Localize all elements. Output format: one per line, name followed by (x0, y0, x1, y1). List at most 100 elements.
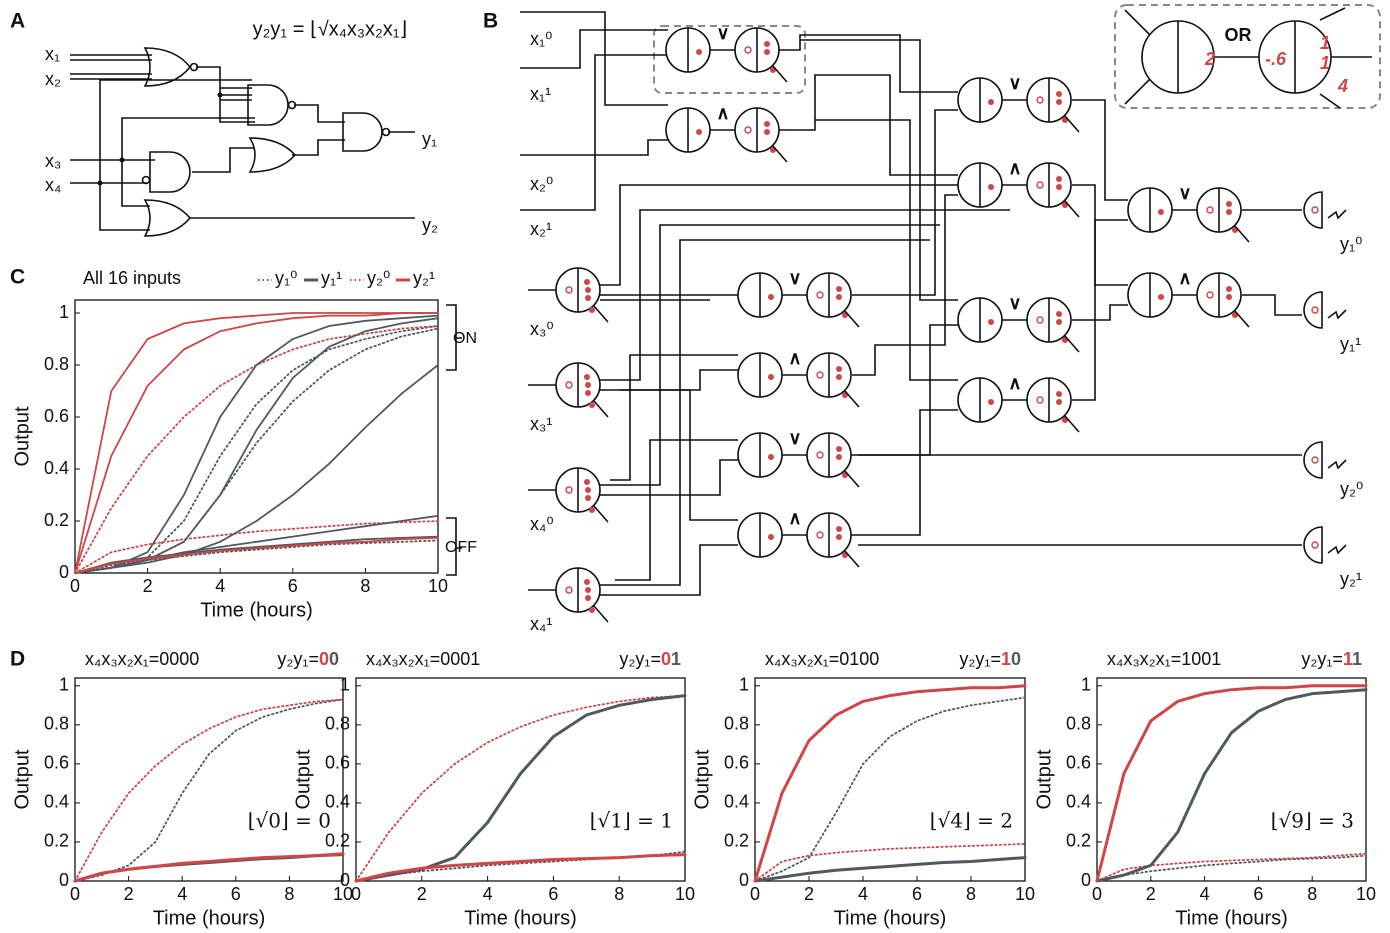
plot-frame (74, 677, 344, 882)
tail (1063, 334, 1080, 353)
result-digit: 0 (1011, 649, 1021, 669)
circuit-a: y₂y₁ = ⌊√x₄x₃x₂x₁⌋ x₁ x₂ x₃ x₄ y₁ y₂ (45, 18, 438, 237)
y-tick-label: 0 (59, 562, 69, 582)
series-line (74, 364, 439, 574)
junction (119, 157, 125, 163)
gate-symbol: ∨ (1008, 293, 1021, 313)
weight-dot (836, 534, 842, 540)
weight-dot (988, 399, 994, 405)
series-line (74, 312, 439, 574)
annotation: ⌊√4⌋ = 2 (930, 809, 1013, 833)
wire (852, 109, 958, 296)
weight-dot (1056, 391, 1062, 397)
weight-dot (1056, 184, 1062, 190)
y-tick-label: 0 (59, 870, 69, 890)
bias-dot (565, 586, 573, 594)
tail (1233, 224, 1250, 243)
result-digit: 0 (329, 649, 339, 669)
y-tick-label: 0.6 (325, 753, 350, 773)
series-line (753, 684, 1027, 883)
result-digit: 1 (1343, 649, 1353, 669)
input-label: x₂⁰ (530, 174, 553, 194)
panel-label: C (10, 266, 25, 289)
plot-frame (754, 677, 1026, 882)
bubble (141, 175, 151, 185)
signal (1327, 459, 1347, 470)
series-line (74, 539, 439, 574)
y-tick-label: 1 (59, 302, 69, 322)
wire (779, 74, 958, 176)
input-label: x₃ (45, 151, 61, 171)
result-digit: 1 (1001, 649, 1011, 669)
bias-dot (565, 286, 573, 294)
highlight-frame (653, 25, 806, 94)
bias-dot (1206, 206, 1214, 214)
x-tick-label: 2 (804, 884, 814, 904)
x-tick-label: 10 (1356, 884, 1376, 904)
weight-dot (585, 295, 591, 301)
wire (600, 239, 930, 586)
gate-symbol: ∧ (1008, 373, 1021, 393)
result-label: y₂y₁= (1301, 649, 1343, 669)
y-tick-label: 0.2 (1066, 831, 1091, 851)
wire (600, 184, 1000, 286)
bias-dot (565, 381, 573, 389)
x-tick-label: 8 (360, 576, 370, 596)
wire (1072, 219, 1128, 401)
formula: y₂y₁ = ⌊√x₄x₃x₂x₁⌋ (253, 18, 408, 40)
wire (779, 34, 958, 93)
weight-dot (836, 446, 842, 452)
weight-dot (1158, 294, 1164, 300)
output-label: y₂ (422, 215, 438, 235)
series-line (74, 317, 439, 574)
input-label: x₄ (45, 175, 61, 195)
series-line (73, 853, 345, 883)
bias-dot (816, 371, 824, 379)
weight-dot (836, 294, 842, 300)
series-line (1095, 688, 1368, 883)
x-tick-label: 6 (1253, 884, 1263, 904)
y-axis-label: Output (292, 749, 314, 809)
wire (838, 409, 958, 536)
signal (1327, 309, 1347, 320)
weight-dot (584, 374, 590, 380)
annotation: OFF (445, 539, 477, 556)
weight-dot (585, 595, 591, 601)
result: y₂y₁=11 (1301, 649, 1362, 669)
legend-label: y₂¹ (413, 268, 435, 288)
y-tick-label: 0.8 (44, 714, 69, 734)
gate-symbol: ∧ (716, 103, 729, 123)
x-tick-label: 2 (124, 884, 134, 904)
x-tick-label: 6 (912, 884, 922, 904)
gate-symbol: ∨ (1178, 183, 1191, 203)
input-label: x₁⁰ (530, 29, 552, 49)
series-line (73, 852, 345, 883)
input-label: x₁ (45, 44, 60, 64)
weight: -.6 (1265, 49, 1287, 69)
bias-dot (816, 291, 824, 299)
output-node (1303, 291, 1323, 329)
bubble (381, 127, 391, 137)
weight-dot (988, 319, 994, 325)
wire (520, 11, 668, 106)
weight-dot (1226, 286, 1232, 292)
x-tick-label: 6 (288, 576, 298, 596)
x-tick-label: 8 (614, 884, 624, 904)
weight-dot (1226, 294, 1232, 300)
weight-dot (584, 279, 590, 285)
output-label: y₁¹ (1340, 334, 1361, 354)
wire (520, 29, 668, 69)
result-label: y₂y₁= (959, 649, 1001, 669)
y-tick-label: 0.8 (1066, 714, 1091, 734)
x-tick-label: 0 (750, 884, 760, 904)
annotation: ⌊√0⌋ = 0 (248, 809, 331, 833)
gate (149, 151, 191, 193)
series-line (74, 537, 439, 574)
plot-frame (1096, 677, 1367, 882)
legend-label: y₁¹ (321, 268, 342, 288)
x-tick-label: 4 (177, 884, 187, 904)
series-line (354, 853, 687, 883)
weight-dot (1226, 209, 1232, 215)
gate-symbol: ∨ (1008, 73, 1021, 93)
plot-frame (355, 677, 686, 882)
